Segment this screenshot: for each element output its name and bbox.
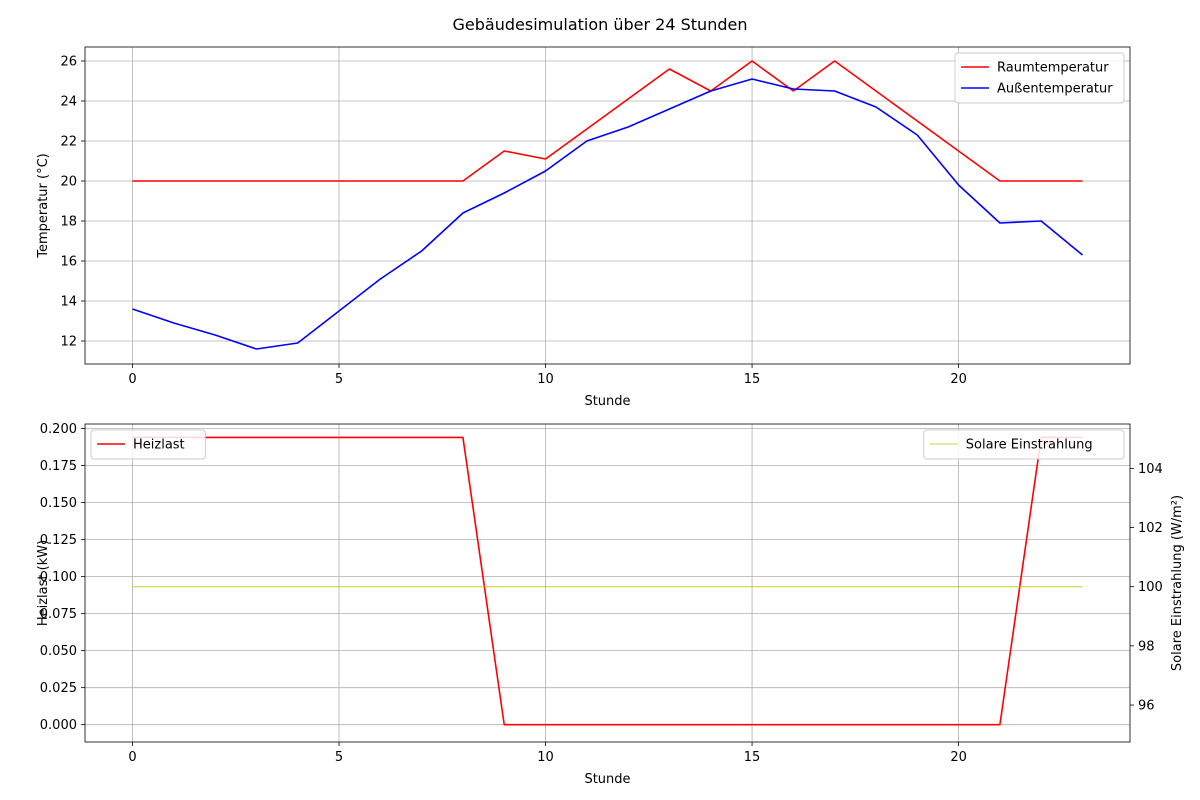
legend-box (954, 52, 1125, 104)
y2-tick-label: 96 (1138, 699, 1155, 714)
legend-top-right: Solare Einstrahlung (923, 429, 1125, 460)
y2-tick-label: 104 (1138, 462, 1163, 477)
x-tick-label: 5 (335, 372, 343, 387)
y2-tick-label: 98 (1138, 639, 1155, 654)
series-line-au-entemperatur (132, 78, 1084, 350)
legend-entry: Heizlast (133, 438, 185, 453)
y-tick-label: 24 (60, 95, 77, 110)
legend-entry: Raumtemperatur (997, 61, 1109, 76)
y-tick-label: 26 (60, 55, 77, 70)
y-tick-label: 14 (60, 295, 77, 310)
y-tick-label: 0.200 (40, 422, 77, 437)
legend-box (90, 429, 206, 460)
y-tick-label: 18 (60, 215, 77, 230)
legend-top-right: Raumtemperatur Außentemperatur (954, 52, 1125, 104)
y-tick-label: 0.075 (40, 607, 77, 622)
x-axis-label: Stunde (584, 772, 630, 787)
y-tick-label: 0.050 (40, 644, 77, 659)
axes-frame (84, 46, 1131, 365)
y-tick-label: 20 (60, 175, 77, 190)
y-tick-label: 12 (60, 335, 77, 350)
y-tick-label: 0.000 (40, 718, 77, 733)
y-axis-label: Heizlast (kW) (36, 540, 51, 626)
x-tick-label: 10 (537, 750, 554, 765)
y-tick-label: 0.175 (40, 459, 77, 474)
y-axis-label: Temperatur (°C) (36, 153, 51, 259)
y2-tick-label: 102 (1138, 521, 1163, 536)
y-tick-label: 16 (60, 255, 77, 270)
y2-axis-label: Solare Einstrahlung (W/m²) (1170, 495, 1185, 671)
x-tick-label: 15 (744, 750, 761, 765)
legend-entry: Solare Einstrahlung (966, 438, 1093, 453)
y2-tick-label: 100 (1138, 580, 1163, 595)
series-line-raumtemperatur (132, 60, 1083, 182)
legend-top-left: Heizlast (90, 429, 206, 460)
series-line-heizlast (132, 436, 1083, 726)
y-tick-label: 0.150 (40, 496, 77, 511)
chart-2: 0 5 10 15 20 0.000 0.025 0.050 0.075 0.100 0.125 0.… (36, 422, 1185, 787)
charts: 0 5 10 15 20 12 14 16 18 20 22 24 26 Stunde Temperatur… (36, 46, 1185, 787)
y-tick-label: 0.125 (40, 533, 77, 548)
chart-1: 0 5 10 15 20 12 14 16 18 20 22 24 26 Stunde Temperatur… (36, 46, 1131, 409)
axes-frame (84, 423, 1131, 743)
legend-box (923, 429, 1125, 460)
x-tick-label: 5 (335, 750, 343, 765)
x-tick-label: 15 (744, 372, 761, 387)
y-tick-label: 0.100 (40, 570, 77, 585)
y-tick-label: 22 (60, 135, 77, 150)
x-axis-label: Stunde (584, 394, 630, 409)
x-tick-label: 10 (537, 372, 554, 387)
x-tick-label: 0 (128, 750, 136, 765)
x-tick-label: 20 (950, 372, 967, 387)
figure-title: Gebäudesimulation über 24 Stunden (453, 15, 748, 34)
legend-entry: Außentemperatur (997, 82, 1113, 97)
x-tick-label: 20 (950, 750, 967, 765)
y-tick-label: 0.025 (40, 681, 77, 696)
x-tick-label: 0 (128, 372, 136, 387)
